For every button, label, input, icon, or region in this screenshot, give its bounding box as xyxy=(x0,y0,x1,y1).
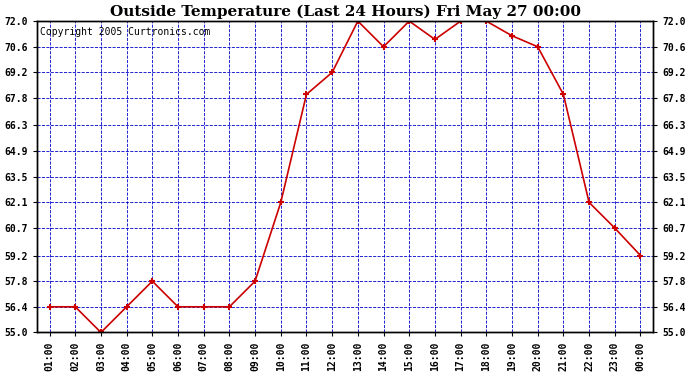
Title: Outside Temperature (Last 24 Hours) Fri May 27 00:00: Outside Temperature (Last 24 Hours) Fri … xyxy=(110,4,580,18)
Text: Copyright 2005 Curtronics.com: Copyright 2005 Curtronics.com xyxy=(40,27,210,38)
